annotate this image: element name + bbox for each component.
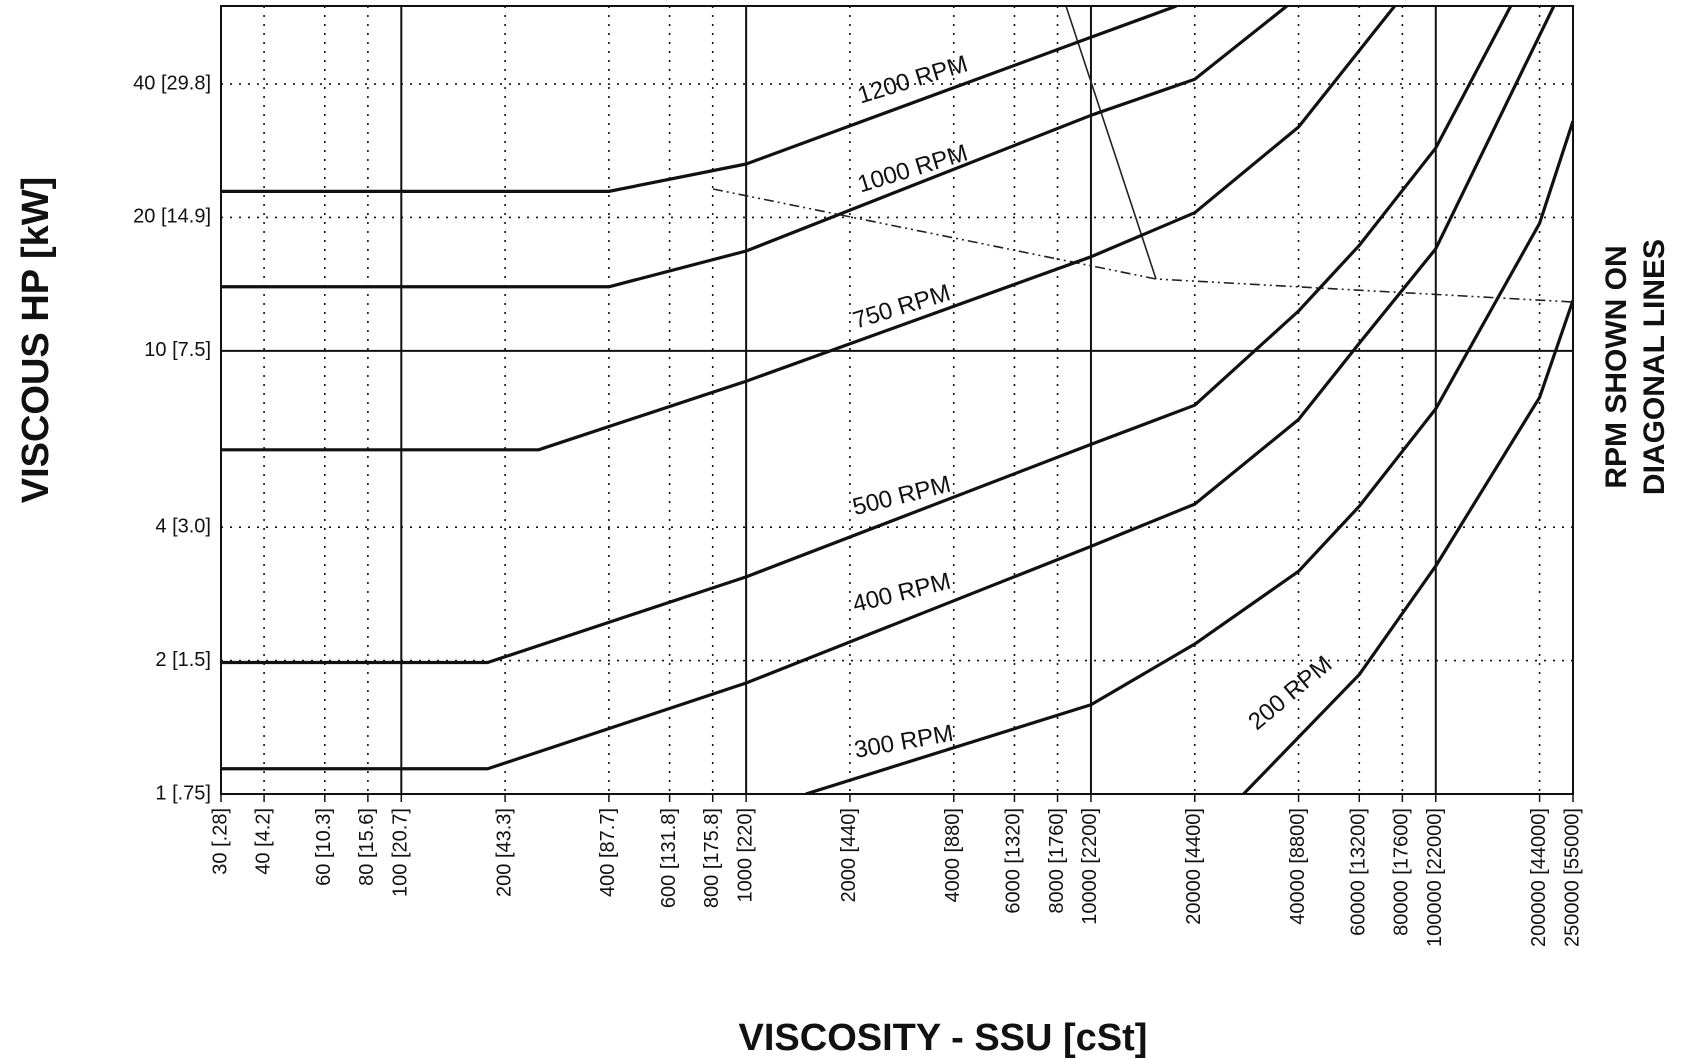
rpm-line [1242, 299, 1573, 794]
y-tick-label: 4 [3.0] [155, 515, 211, 537]
x-tick-label: 30 [.28] [209, 808, 231, 875]
reference-line [1065, 6, 1157, 280]
y-tick-label: 2 [1.5] [155, 649, 211, 671]
x-axis-title: VISCOSITY - SSU [cSt] [739, 1017, 1148, 1059]
rpm-line [221, 6, 1513, 665]
x-tick-label: 400 [87.7] [597, 808, 619, 897]
x-tick-label: 100000 [22000] [1424, 808, 1446, 947]
x-tick-label: 2000 [440] [838, 808, 860, 903]
x-tick-label: 10000 [2200] [1079, 808, 1101, 925]
rpm-line [805, 120, 1573, 794]
rpm-line [221, 6, 1178, 193]
reference-lines [712, 6, 1573, 303]
y-tick-label: 10 [7.5] [144, 339, 211, 361]
x-tick-label: 80000 [17600] [1391, 808, 1413, 936]
rpm-line [221, 6, 1396, 452]
y-tick-label: 20 [14.9] [133, 206, 211, 228]
x-tick-label: 600 [131.8] [658, 808, 680, 908]
y-axis-title: VISCOUS HP [kW] [15, 177, 57, 504]
series-lines [221, 6, 1573, 794]
x-tick-label: 60000 [13200] [1348, 808, 1370, 936]
x-tick-label: 200 [43.3] [493, 808, 515, 897]
x-tick-label: 800 [175.8] [701, 808, 723, 908]
x-tick-label: 60 [10.3] [313, 808, 335, 886]
rpm-line [221, 6, 1288, 289]
x-tick-label: 8000 [1760] [1046, 808, 1068, 914]
rpm-line [221, 6, 1556, 771]
x-tick-label: 200000 [44000] [1528, 808, 1550, 947]
x-tick-label: 40000 [8800] [1287, 808, 1309, 925]
y-tick-label: 40 [29.8] [133, 72, 211, 94]
x-tick-label: 20000 [4400] [1183, 808, 1205, 925]
grid [220, 6, 1574, 795]
x-tick-label: 250000 [55000] [1561, 808, 1583, 947]
right-label-line: RPM SHOWN ON [1600, 245, 1633, 488]
x-tick-label: 100 [20.7] [390, 808, 412, 897]
x-tick-label: 1000 [220] [734, 808, 756, 903]
y-tick-label: 1 [.75] [155, 782, 211, 804]
right-label-line: DIAGONAL LINES [1638, 239, 1671, 495]
plot-frame [220, 5, 1574, 795]
x-tick-label: 6000 [1320] [1003, 808, 1025, 914]
x-tick-label: 80 [15.6] [356, 808, 378, 886]
reference-dash-line [712, 188, 1573, 303]
x-tick-label: 4000 [880] [942, 808, 964, 903]
x-tick-label: 40 [4.2] [252, 808, 274, 875]
